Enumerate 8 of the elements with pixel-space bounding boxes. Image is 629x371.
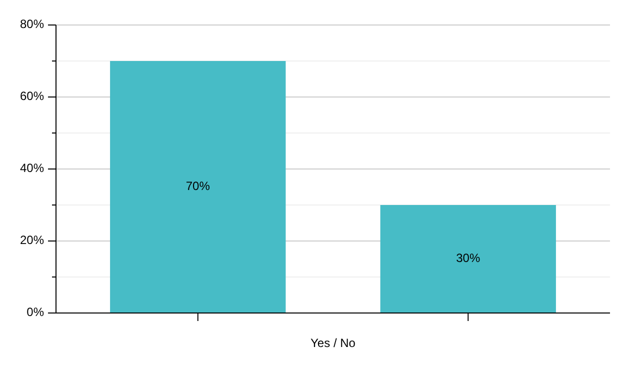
- y-tick-label: 20%: [20, 233, 44, 248]
- y-tick-label: 0%: [26, 305, 44, 320]
- x-axis-title: Yes / No: [310, 336, 356, 350]
- data-label: 70%: [186, 179, 210, 194]
- y-tick-label: 80%: [20, 17, 44, 32]
- y-tick-label: 40%: [20, 161, 44, 176]
- y-tick-label: 60%: [20, 89, 44, 104]
- data-label: 30%: [456, 251, 480, 266]
